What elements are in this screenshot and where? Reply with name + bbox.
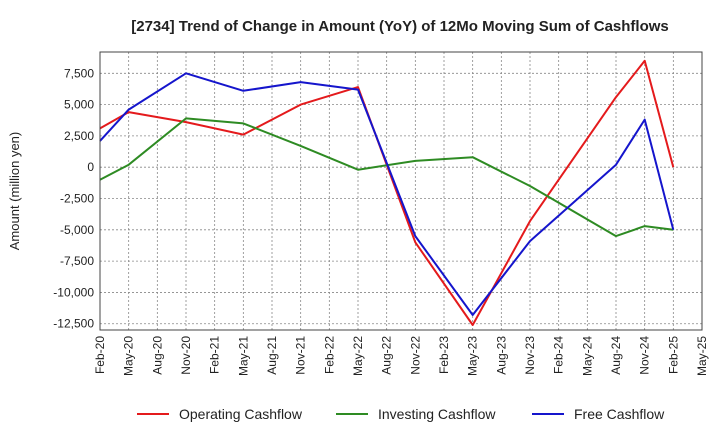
y-tick-label: 2,500 [64,129,94,143]
y-tick-label: 7,500 [64,66,94,80]
legend-label-investing-cashflow: Investing Cashflow [378,406,496,422]
x-tick-label: Nov-23 [523,336,537,375]
plot-frame [99,51,703,331]
legend-label-free-cashflow: Free Cashflow [574,406,665,422]
x-tick-label: Feb-21 [208,336,222,374]
x-tick-label: Aug-23 [494,336,508,375]
x-tick-label: May-25 [695,336,709,376]
x-tick-label: Feb-23 [437,336,451,374]
y-tick-labels: 7,500 5,000 2,500 0 -2,500 -5,000 -7,500 -10,00… [53,66,94,330]
x-tick-label: Feb-25 [666,336,680,374]
x-tick-label: May-21 [236,336,250,376]
series-line-free-cashflow [99,72,675,316]
x-tick-label: Aug-20 [150,336,164,375]
x-tick-label: Feb-20 [93,336,107,374]
y-tick-label: -12,500 [53,317,94,331]
x-tick-label: May-24 [580,336,594,376]
x-tick-label: Feb-24 [552,336,566,374]
x-tick-labels: Feb-20 May-20 Aug-20 Nov-20 Feb-21 May-21 Aug-… [93,336,709,376]
x-tick-label: Nov-24 [638,336,652,375]
x-tick-label: Aug-22 [380,336,394,375]
x-tick-label: May-22 [351,336,365,376]
chart-title: [2734] Trend of Change in Amount (YoY) o… [131,18,669,35]
x-tick-label: Nov-20 [179,336,193,375]
y-tick-label: 0 [87,160,94,174]
y-tick-label: -5,000 [60,223,94,237]
legend: Operating Cashflow Investing Cashflow Free… [137,406,665,422]
x-tick-label: May-20 [122,336,136,376]
y-tick-label: -10,000 [53,285,94,299]
y-tick-label: 5,000 [64,98,94,112]
y-tick-label: -2,500 [60,192,94,206]
x-tick-label: Aug-24 [609,336,623,375]
x-tick-label: Nov-22 [408,336,422,375]
y-tick-label: -7,500 [60,254,94,268]
x-tick-label: Aug-21 [265,336,279,375]
y-axis-label: Amount (million yen) [7,132,22,251]
x-tick-label: Nov-21 [294,336,308,375]
series-layer [99,59,675,326]
x-tick-label: Feb-22 [322,336,336,374]
x-tick-label: May-23 [466,336,480,376]
grid-layer [99,52,703,330]
legend-label-operating-cashflow: Operating Cashflow [179,406,303,422]
